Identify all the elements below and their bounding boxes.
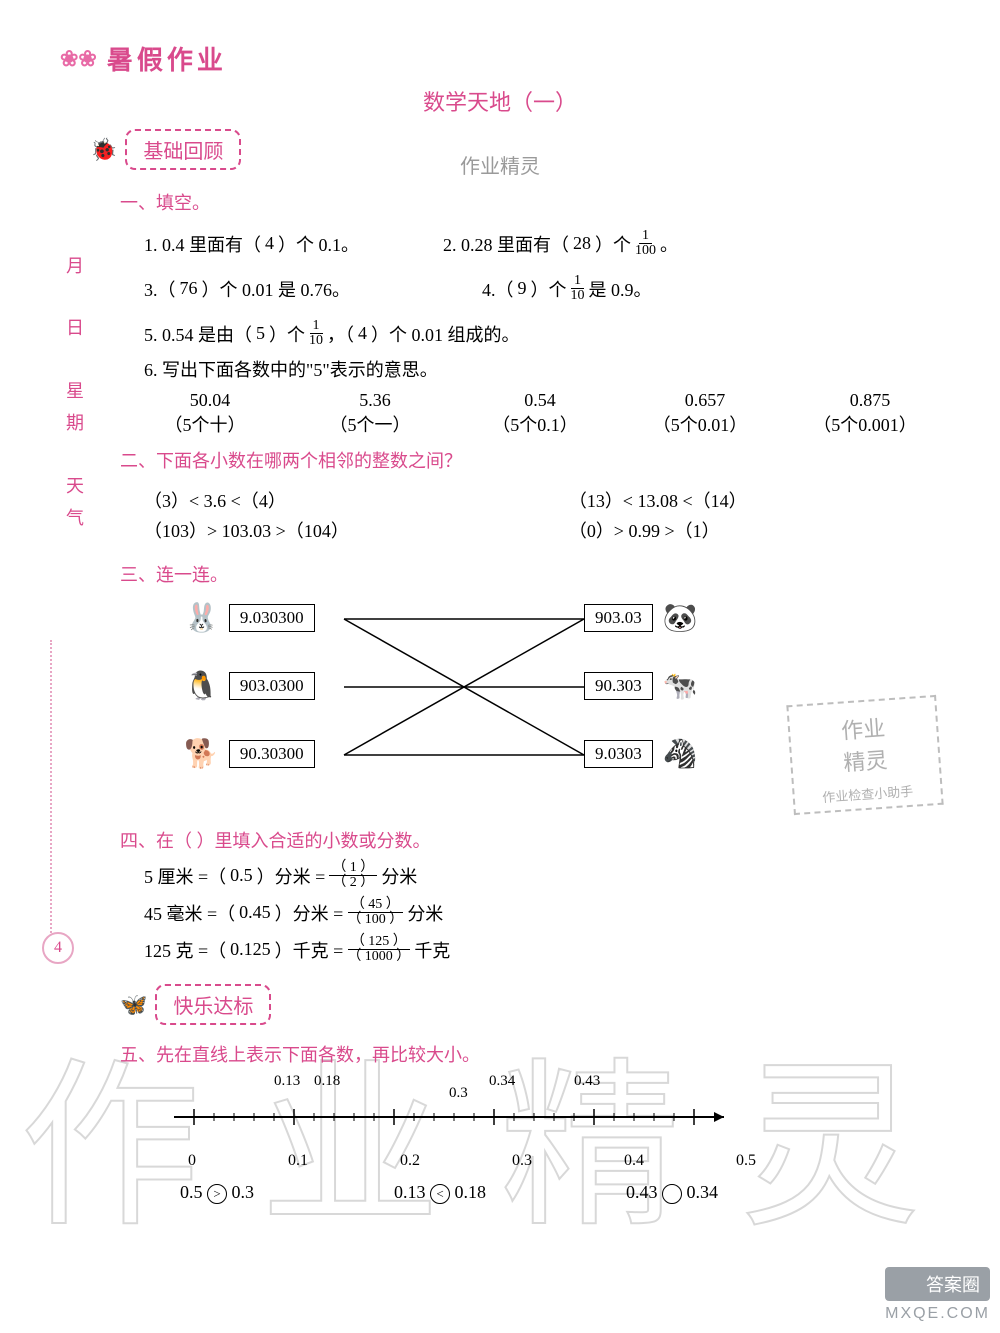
rabbit-icon: 🐰 (184, 601, 219, 635)
match-right-item: 9.0303 🦓 (584, 733, 698, 775)
match-value: 90.303 (584, 672, 653, 700)
corner-brand: 答案圈 MXQE.COM (885, 1267, 990, 1323)
match-value: 903.0300 (229, 672, 315, 700)
q4-l2: 45 毫米 =（0.45）分米 = （ 45 ）（ 100 ） 分米 (144, 898, 940, 927)
page-number: 4 (42, 932, 74, 964)
match-left-item: 🐰 9.030300 (184, 597, 315, 639)
fraction: 1100 (635, 229, 656, 258)
match-value: 9.030300 (229, 604, 315, 632)
q5-heading: 五、先在直线上表示下面各数，再比较大小。 (120, 1041, 940, 1067)
q2-r2: （0）> 0.99 >（1） (569, 517, 747, 543)
match-right-item: 903.03 🐼 (584, 597, 698, 639)
dog-icon: 🐕 (184, 737, 219, 771)
compare-circle (662, 1184, 682, 1204)
q2-r1: （13）< 13.08 <（14） (569, 487, 747, 513)
panda-icon: 🐼 (663, 601, 698, 635)
subtitle: 数学天地（一） (60, 85, 940, 117)
match-value: 903.03 (584, 604, 653, 632)
site-text: MXQE.COM (885, 1305, 990, 1323)
answer: 9 (518, 278, 527, 299)
answer: 5 (256, 323, 265, 344)
section-label: 基础回顾 (125, 129, 241, 170)
answer: 76 (180, 278, 198, 299)
match-left-item: 🐧 903.0300 (184, 665, 315, 707)
side-weather: 天 气 (64, 470, 86, 535)
stamp: 作业 精灵 作业检查小助手 (786, 695, 943, 815)
q1-item4: 4.（ 9 ）个 110 是 0.9。 (482, 274, 652, 303)
compare-1: 0.5 > 0.3 (180, 1182, 254, 1204)
number-line-labels: 0 0.1 0.2 0.3 0.4 0.5 (188, 1152, 940, 1170)
answer: 4 (265, 233, 274, 254)
q2-l1: （3）< 3.6 <（4） (144, 487, 349, 513)
section-happy: 🦋 快乐达标 (120, 984, 271, 1025)
fraction: 110 (309, 319, 323, 348)
match-value: 9.0303 (584, 740, 653, 768)
q1-item3: 3.（ 76 ）个 0.01 是 0.76。 (144, 274, 350, 303)
side-month: 月 (64, 250, 86, 282)
q1-6-nums: 50.04 5.36 0.54 0.657 0.875 (160, 390, 920, 411)
decoration-icon: 🦋 (120, 992, 147, 1018)
decoration-icon: 🐞 (90, 137, 117, 163)
compare-2: 0.13 < 0.18 (394, 1182, 486, 1204)
q4-l1: 5 厘米 =（0.5）分米 = （ 1 ）（ 2 ） 分米 (144, 861, 940, 890)
compare-3: 0.43 0.34 (626, 1182, 718, 1204)
q2-body: （3）< 3.6 <（4） （103）> 103.03 >（104） （13）<… (144, 479, 940, 551)
side-week: 星 期 (64, 375, 86, 440)
compare-circle: < (430, 1184, 450, 1204)
penguin-icon: 🐧 (184, 669, 219, 703)
compare-row: 0.5 > 0.3 0.13 < 0.18 0.43 0.34 (180, 1182, 940, 1204)
q3-heading: 三、连一连。 (120, 561, 940, 587)
fraction: 110 (571, 274, 585, 303)
fraction: （ 1 ）（ 2 ） (329, 861, 377, 890)
q4-heading: 四、在（ ）里填入合适的小数或分数。 (120, 827, 940, 853)
q4-l3: 125 克 =（0.125）千克 = （ 125 ）（ 1000 ） 千克 (144, 935, 940, 964)
fraction: （ 45 ）（ 100 ） (347, 898, 403, 927)
flower-icon: ❀❀ (60, 46, 97, 72)
dotted-border (50, 640, 70, 940)
match-value: 90.30300 (229, 740, 315, 768)
side-day: 日 (64, 312, 86, 344)
number-line-svg (144, 1077, 744, 1147)
section-label: 快乐达标 (155, 984, 271, 1025)
q1-heading: 一、填空。 (120, 189, 940, 215)
q2-l2: （103）> 103.03 >（104） (144, 517, 349, 543)
compare-circle: > (207, 1184, 227, 1204)
number-line: 0.13 0.18 0.3 0.34 0.43 (144, 1077, 940, 1170)
fraction: （ 125 ）（ 1000 ） (347, 935, 410, 964)
q2-heading: 二、下面各小数在哪两个相邻的整数之间？ (120, 447, 940, 473)
answer-badge: 答案圈 (885, 1267, 990, 1301)
q1-item1: 1. 0.4 里面有（ 4 ）个 0.1。 (144, 229, 359, 258)
match-left-item: 🐕 90.30300 (184, 733, 315, 775)
q1-item6: 6. 写出下面各数中的"5"表示的意思。 (144, 356, 940, 382)
match-right-item: 90.303 🐄 (584, 665, 698, 707)
answer: 4 (358, 323, 367, 344)
q1-item5: 5. 0.54 是由（ 5 ）个 110 ，（ 4 ）个 0.01 组成的。 (144, 319, 940, 348)
answer: 28 (573, 233, 591, 254)
q1-item2: 2. 0.28 里面有（ 28 ）个 1100 。 (443, 229, 678, 258)
cow-icon: 🐄 (663, 669, 698, 703)
page-title: 暑假作业 (107, 40, 227, 77)
section-basics: 🐞 基础回顾 (90, 129, 241, 170)
side-column: 月 日 星 期 天 气 (64, 250, 86, 564)
q1-6-answers: （5个十） （5个一） （5个0.1） （5个0.01） （5个0.001） (150, 411, 920, 437)
zebra-icon: 🦓 (663, 737, 698, 771)
